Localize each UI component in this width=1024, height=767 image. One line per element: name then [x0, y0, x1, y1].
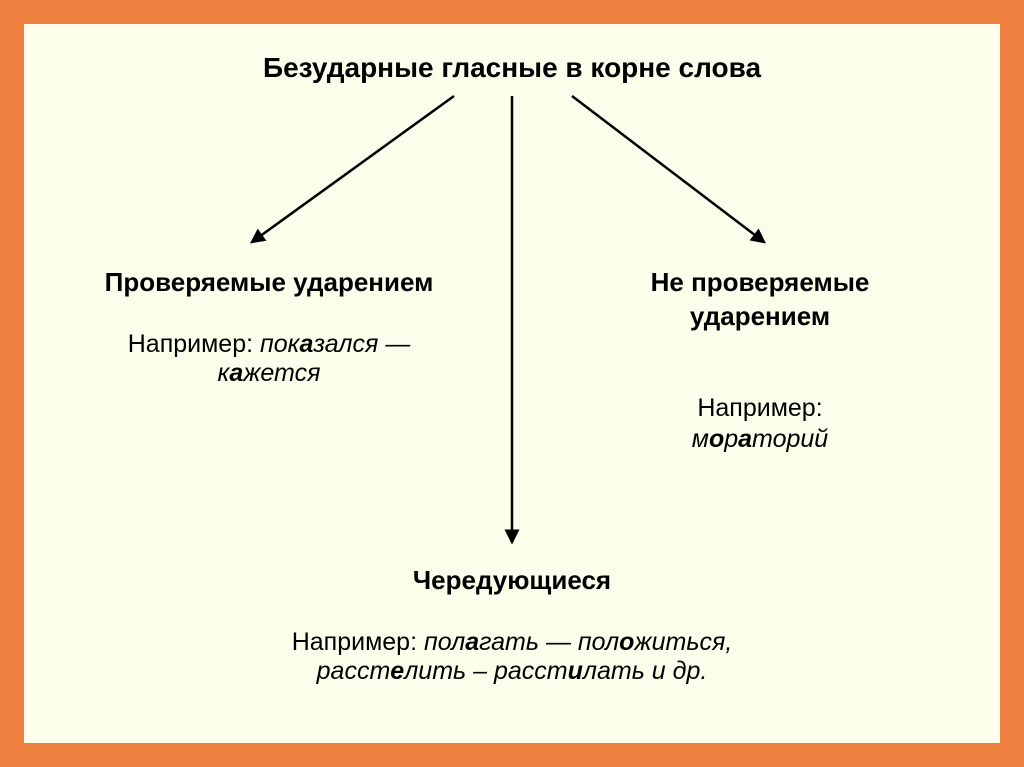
branch-right-example: мораторий: [580, 425, 940, 454]
branch-center-example: Например: полагать — положиться, расстел…: [232, 628, 792, 686]
branch-left-heading: Проверяемые ударением: [84, 266, 454, 300]
diagram-container: Безударные гласные в корне слова Проверя…: [24, 24, 1000, 743]
branch-left: Проверяемые ударением Например: показалс…: [84, 266, 454, 388]
branch-right: Не проверяемые ударением Например: морат…: [580, 266, 940, 454]
branch-center: Чередующиеся Например: полагать — положи…: [232, 564, 792, 686]
branch-left-example: Например: показался — кажется: [84, 330, 454, 388]
branch-center-intro: Например:: [292, 628, 424, 656]
branch-right-example-text: мораторий: [692, 425, 828, 453]
branch-left-intro: Например:: [128, 330, 260, 358]
branch-center-heading: Чередующиеся: [232, 564, 792, 598]
diagram-title: Безударные гласные в корне слова: [24, 52, 1000, 84]
arrow-left: [252, 96, 454, 242]
branch-right-heading: Не проверяемые ударением: [580, 266, 940, 334]
arrow-right: [572, 96, 764, 242]
branch-right-intro: Например:: [580, 394, 940, 423]
